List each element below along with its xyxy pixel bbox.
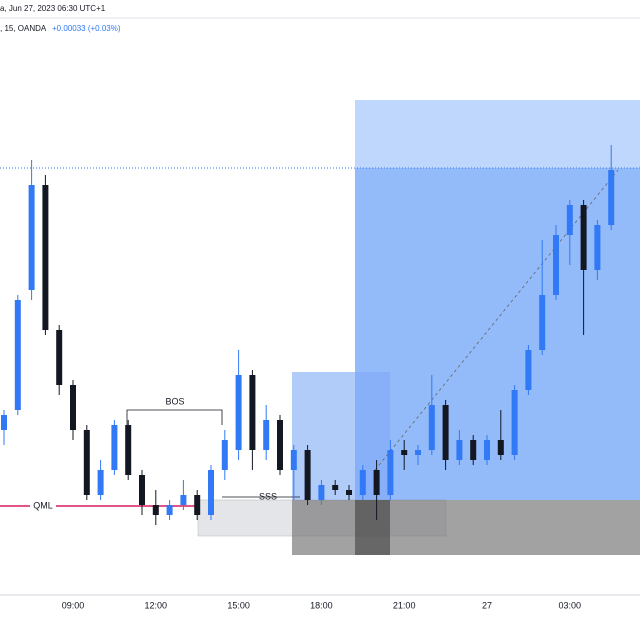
candle-body [359, 470, 366, 495]
trend-line [374, 169, 619, 471]
bos-line [126, 409, 223, 425]
candle-body [166, 505, 173, 515]
candle-body [566, 205, 573, 235]
candle-body [235, 375, 242, 450]
candle-body [263, 420, 270, 450]
candle-body [511, 390, 518, 455]
candle-body [42, 185, 49, 330]
candle-body [539, 295, 546, 350]
annotation: QML [33, 500, 53, 510]
x-tick-label: 03:00 [559, 600, 582, 610]
stop-zone [292, 500, 640, 555]
candle-body [221, 440, 228, 470]
candle-body [428, 405, 435, 450]
candle-body [304, 450, 311, 500]
candle-body [318, 485, 325, 500]
x-tick-label: 15:00 [227, 600, 250, 610]
candle-body [180, 495, 187, 505]
x-tick-label: 21:00 [393, 600, 416, 610]
candle-body [290, 450, 297, 470]
target-zone [355, 168, 640, 500]
x-tick-label: 12:00 [145, 600, 168, 610]
candle-body [401, 450, 408, 455]
annotation: SSS [259, 491, 277, 501]
candle-body [277, 420, 283, 470]
candle-body [594, 225, 601, 270]
candle-body [152, 505, 159, 515]
candle-body [346, 490, 352, 495]
candle-body [70, 385, 76, 430]
candle-body [484, 440, 490, 460]
candle-body [56, 330, 63, 385]
x-tick-label: 27 [482, 600, 492, 610]
price-change: +0.00033 (+0.03%) [52, 24, 121, 33]
candle-body [194, 495, 201, 515]
qml-label-bg [30, 499, 56, 512]
candle-body [415, 450, 421, 455]
candle-body [580, 205, 587, 270]
candle-body [125, 425, 132, 475]
candle-body [14, 300, 21, 410]
candle-body [497, 440, 504, 455]
x-tick-label: 09:00 [62, 600, 85, 610]
candle-body [97, 470, 104, 495]
candle-body [111, 425, 118, 470]
candle-body [387, 450, 394, 495]
candle-body [83, 430, 90, 495]
symbol-line: , 15, OANDA [0, 24, 47, 33]
candle-body [139, 475, 145, 505]
candle-body [373, 470, 380, 495]
candle-body [456, 440, 463, 460]
annotation: BOS [165, 396, 184, 406]
candle-body [525, 350, 532, 390]
candle-body [470, 440, 477, 460]
candle-body [1, 415, 7, 430]
candle-body [608, 170, 615, 225]
candle-body [553, 235, 559, 295]
target-zone-upper [355, 100, 640, 168]
candle-body [332, 485, 339, 490]
candle-body [442, 405, 449, 460]
x-tick-label: 18:00 [310, 600, 333, 610]
candle-body [208, 470, 214, 515]
candle-body [249, 375, 256, 450]
candle-body [28, 185, 35, 290]
chart-header: a, Jun 27, 2023 06:30 UTC+1 [0, 4, 106, 13]
stop-zone-dark [355, 500, 390, 555]
